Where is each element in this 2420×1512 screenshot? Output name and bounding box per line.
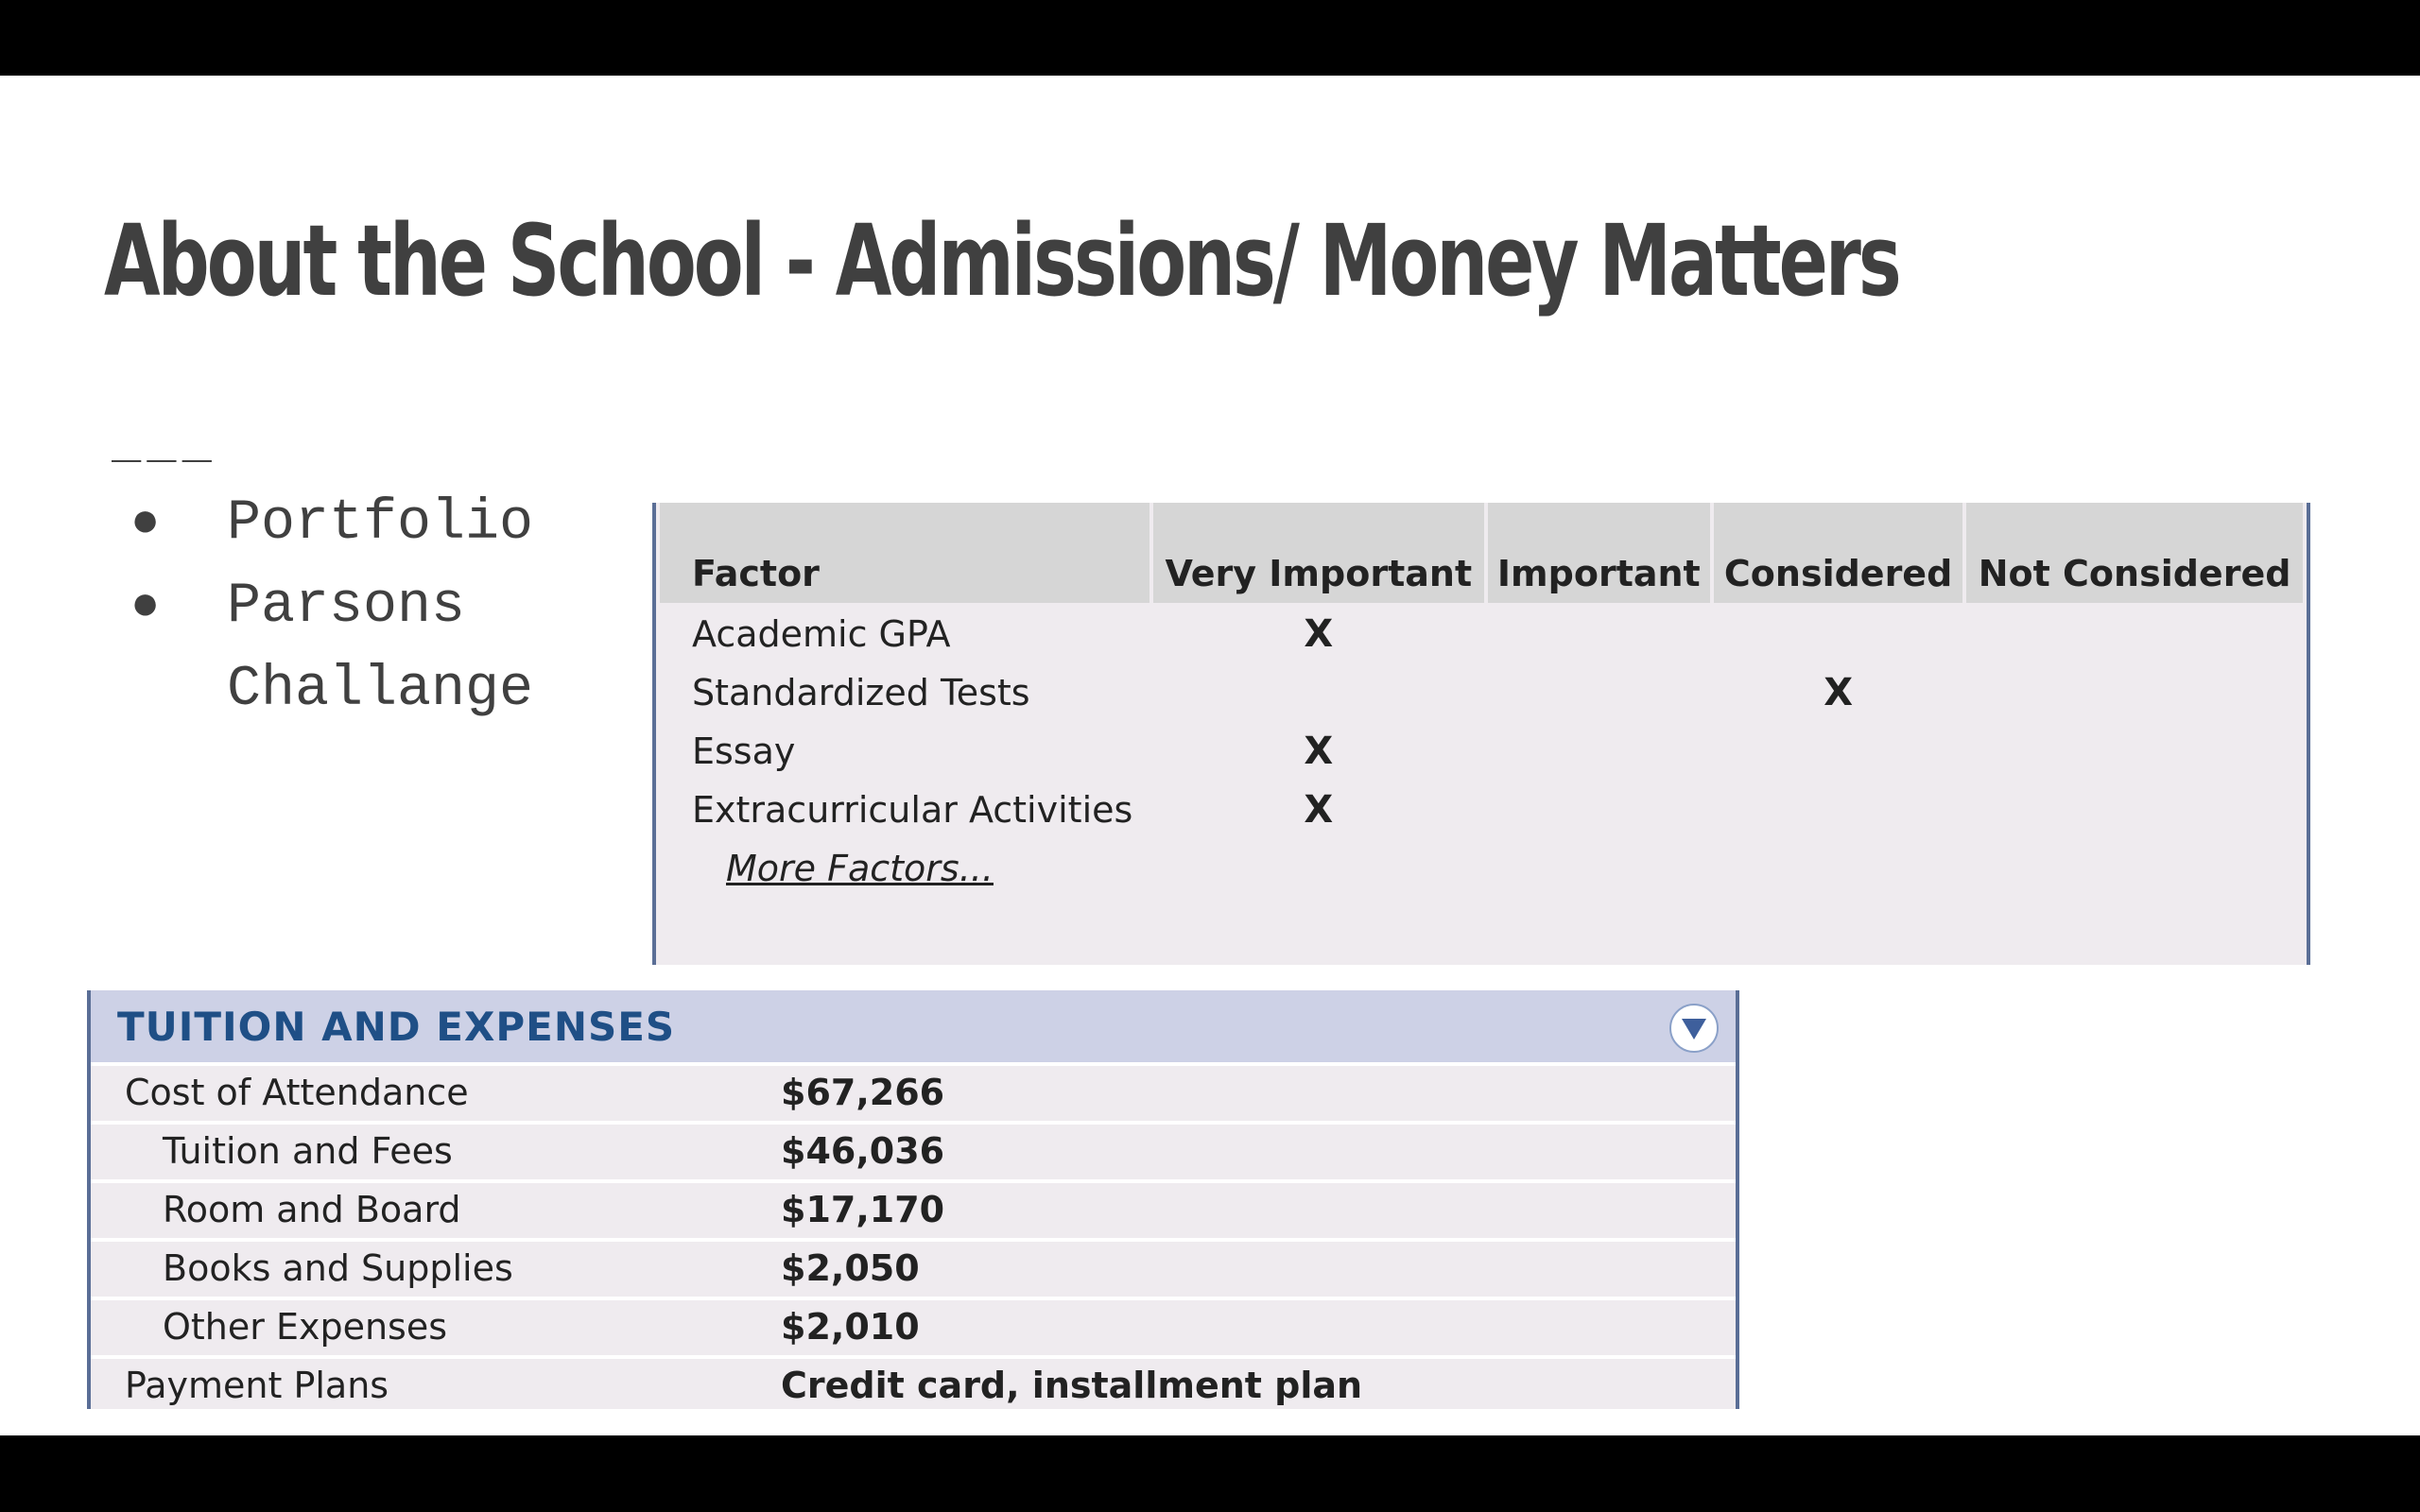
tuition-row-value: $46,036 xyxy=(781,1130,945,1172)
letterbox-top xyxy=(0,0,2420,76)
importance-mark: X xyxy=(1714,665,1963,720)
bullet-text: Parsons Challange xyxy=(227,575,534,722)
tuition-row-room-and-board: Room and Board $17,170 xyxy=(91,1179,1736,1238)
tuition-row-label: Payment Plans xyxy=(125,1365,389,1406)
importance-mark xyxy=(1966,607,2303,662)
table-row: Academic GPA X xyxy=(660,607,2303,662)
tuition-row-payment-plans: Payment Plans Credit card, installment p… xyxy=(91,1355,1736,1414)
bullet-list: ● Portfolio ● Parsons Challange xyxy=(130,482,660,731)
slide: About the School - Admissions/ Money Mat… xyxy=(0,76,2420,1435)
chevron-down-icon xyxy=(1682,1019,1706,1040)
bullet-dot-icon: ● xyxy=(130,495,161,551)
title-divider: ___ xyxy=(112,406,217,463)
column-header-considered: Considered xyxy=(1714,503,1963,603)
importance-mark xyxy=(1487,724,1711,779)
importance-mark: X xyxy=(1153,724,1484,779)
empty-cell xyxy=(1714,841,1963,896)
importance-mark: X xyxy=(1153,607,1484,662)
importance-mark xyxy=(1714,607,1963,662)
importance-mark xyxy=(1966,665,2303,720)
importance-mark xyxy=(1966,782,2303,837)
tuition-row-tuition-and-fees: Tuition and Fees $46,036 xyxy=(91,1121,1736,1179)
admissions-factors-table: Factor Very Important Important Consider… xyxy=(652,503,2310,965)
more-factors-cell: More Factors... xyxy=(660,841,1150,896)
tuition-row-value: $67,266 xyxy=(781,1072,945,1113)
column-header-important: Important xyxy=(1487,503,1711,603)
importance-mark xyxy=(1153,665,1484,720)
tuition-header: TUITION AND EXPENSES xyxy=(91,990,1736,1062)
tuition-row-label: Room and Board xyxy=(163,1189,461,1230)
factor-label: Academic GPA xyxy=(660,607,1150,662)
factor-label: Essay xyxy=(660,724,1150,779)
bullet-item: ● Portfolio xyxy=(130,482,660,565)
table-row: Essay X xyxy=(660,724,2303,779)
tuition-row-value: $2,050 xyxy=(781,1247,920,1289)
more-factors-link[interactable]: More Factors... xyxy=(726,848,994,889)
factor-label: Extracurricular Activities xyxy=(660,782,1150,837)
tuition-row-label: Books and Supplies xyxy=(163,1247,513,1289)
bullet-text: Portfolio xyxy=(227,491,534,556)
empty-cell xyxy=(1966,841,2303,896)
letterbox-bottom xyxy=(0,1435,2420,1512)
tuition-title: TUITION AND EXPENSES xyxy=(117,1004,676,1050)
tuition-row-label: Other Expenses xyxy=(163,1306,448,1348)
bullet-dot-icon: ● xyxy=(130,578,161,634)
tuition-row-value: $17,170 xyxy=(781,1189,945,1230)
tuition-row-other-expenses: Other Expenses $2,010 xyxy=(91,1297,1736,1355)
importance-mark xyxy=(1487,665,1711,720)
importance-mark xyxy=(1487,607,1711,662)
column-header-factor: Factor xyxy=(660,503,1150,603)
importance-mark xyxy=(1714,724,1963,779)
tuition-row-value: Credit card, installment plan xyxy=(781,1365,1363,1406)
importance-mark xyxy=(1966,724,2303,779)
empty-cell xyxy=(1487,841,1711,896)
factor-label: Standardized Tests xyxy=(660,665,1150,720)
tuition-row-value: $2,010 xyxy=(781,1306,920,1348)
column-header-very-important: Very Important xyxy=(1153,503,1484,603)
bullet-item: ● Parsons Challange xyxy=(130,565,660,731)
slide-title: About the School - Admissions/ Money Mat… xyxy=(104,203,1902,318)
tuition-row-cost-of-attendance: Cost of Attendance $67,266 xyxy=(91,1062,1736,1121)
importance-mark xyxy=(1714,782,1963,837)
tuition-row-books-and-supplies: Books and Supplies $2,050 xyxy=(91,1238,1736,1297)
empty-cell xyxy=(1153,841,1484,896)
table-row-more: More Factors... xyxy=(660,841,2303,896)
tuition-row-label: Tuition and Fees xyxy=(163,1130,453,1172)
chevron-down-circle-icon[interactable] xyxy=(1669,1004,1719,1053)
column-header-not-considered: Not Considered xyxy=(1966,503,2303,603)
importance-mark xyxy=(1487,782,1711,837)
importance-mark: X xyxy=(1153,782,1484,837)
tuition-row-label: Cost of Attendance xyxy=(125,1072,469,1113)
tuition-expenses-panel: TUITION AND EXPENSES Cost of Attendance … xyxy=(87,990,1739,1409)
table-row: Standardized Tests X xyxy=(660,665,2303,720)
table-row: Extracurricular Activities X xyxy=(660,782,2303,837)
table-header-row: Factor Very Important Important Consider… xyxy=(660,503,2303,603)
